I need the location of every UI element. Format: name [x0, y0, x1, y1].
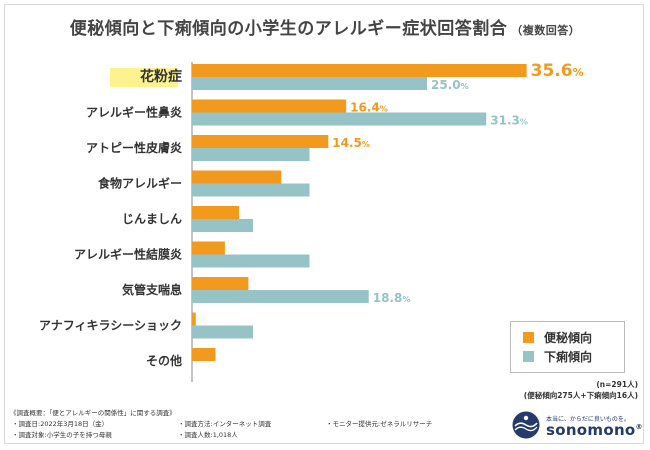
- category-label: アナフィキラシーショック: [39, 319, 182, 333]
- brand-name: sonomono®: [546, 421, 643, 439]
- bar-constipation: [192, 348, 216, 361]
- sonomono-logo-icon: [512, 411, 540, 439]
- survey-provider: ・モニター提供元:ゼネラルリサーチ: [326, 420, 433, 428]
- bar-diarrhea: [192, 325, 254, 339]
- data-label: 16.4%: [350, 101, 388, 115]
- chart-frame: [4, 4, 644, 444]
- data-label: 18.8%: [373, 291, 411, 305]
- data-label: 25.0%: [431, 78, 469, 92]
- brand-registered-mark: ®: [635, 423, 643, 431]
- survey-heading: 《調査概要：「便とアレルギーの関係性」に関する調査》: [10, 409, 176, 417]
- bar-constipation: [192, 170, 282, 184]
- data-label: 14.5%: [332, 136, 370, 150]
- sample-size-total: (n=291人): [596, 380, 638, 389]
- category-label: アレルギー性鼻炎: [86, 105, 182, 120]
- category-label: 食物アレルギー: [97, 176, 182, 191]
- legend-swatch-constipation: [523, 332, 534, 343]
- bar-constipation: [192, 206, 239, 219]
- bar-diarrhea: [192, 290, 369, 303]
- data-label: 31.3%: [490, 114, 528, 128]
- sample-size-breakdown: (便秘傾向275人+下痢傾向16人): [523, 391, 638, 400]
- bar-diarrhea: [192, 112, 487, 126]
- legend-label-constipation: 便秘傾向: [544, 331, 593, 345]
- data-label: 35.6%: [531, 61, 584, 81]
- legend-item-diarrhea: 下痢傾向: [523, 347, 624, 366]
- bar-constipation: [192, 312, 196, 326]
- legend-swatch-diarrhea: [523, 351, 534, 362]
- brand-logo-block: 本当に、からだに良いものを。 sonomono®: [510, 406, 643, 442]
- category-label: じんましん: [122, 212, 182, 226]
- survey-target: ・調査対象:小学生の子を持つ母親: [12, 431, 112, 439]
- brand-tagline: 本当に、からだに良いものを。: [546, 416, 630, 423]
- chart-title: 便秘傾向と下痢傾向の小学生のアレルギー症状回答割合 （複数回答）: [0, 14, 650, 39]
- brand-name-text: sonomono: [546, 421, 636, 439]
- bar-diarrhea: [192, 219, 254, 232]
- bar-constipation: [192, 99, 347, 113]
- bar-diarrhea: [192, 77, 427, 90]
- category-label: アトピー性皮膚炎: [86, 140, 182, 155]
- category-highlight: [110, 68, 178, 87]
- bar-constipation: [192, 64, 527, 77]
- bar-diarrhea: [192, 183, 310, 197]
- category-label: アレルギー性結膜炎: [74, 247, 182, 262]
- sample-size-note: (n=291人) (便秘傾向275人+下痢傾向16人): [524, 379, 638, 401]
- survey-method: ・調査方法:インターネット調査: [178, 420, 272, 428]
- category-label: 気管支喘息: [122, 282, 182, 297]
- bar-diarrhea: [192, 148, 310, 161]
- legend-item-constipation: 便秘傾向: [523, 328, 624, 347]
- bar-diarrhea: [192, 254, 310, 268]
- category-label: その他: [146, 353, 182, 368]
- title-text: 便秘傾向と下痢傾向の小学生のアレルギー症状回答割合: [69, 19, 508, 39]
- bar-constipation: [192, 135, 329, 148]
- category-label: 花粉症: [140, 68, 182, 85]
- survey-count: ・調査人数:1,018人: [178, 431, 238, 439]
- legend: 便秘傾向 下痢傾向: [510, 321, 625, 373]
- bar-constipation: [192, 241, 225, 255]
- legend-label-diarrhea: 下痢傾向: [544, 350, 593, 364]
- bar-constipation: [192, 277, 249, 290]
- title-note: （複数回答）: [511, 24, 581, 37]
- survey-date: ・調査日:2022年3月18日（金）: [12, 420, 109, 428]
